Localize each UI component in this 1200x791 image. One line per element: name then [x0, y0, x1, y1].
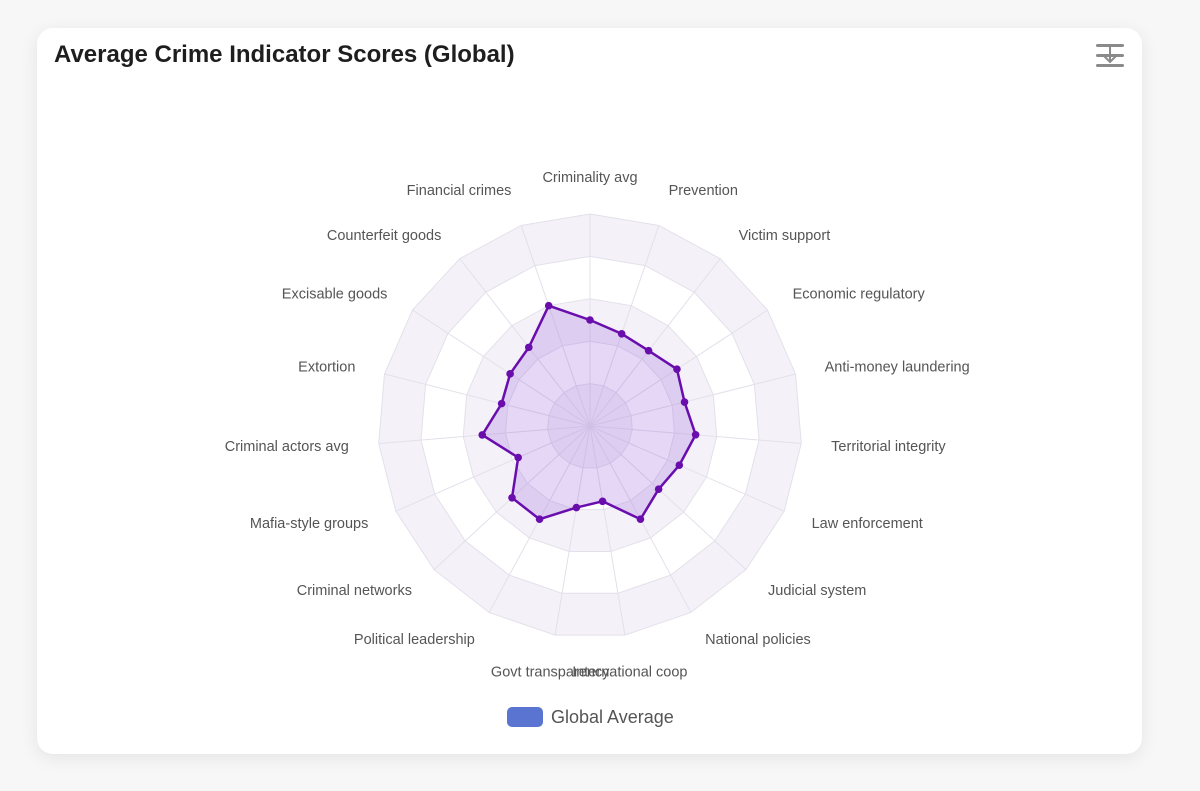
radar-chart: Criminality avg Prevention Victim support E… [225, 170, 970, 681]
grid-spoke [589, 258, 721, 427]
chart-title: Average Crime Indicator Scores (Global) [54, 41, 515, 68]
data-point-13 [508, 493, 516, 502]
data-point-6 [691, 430, 700, 439]
axis-label: Anti-money laundering [825, 360, 970, 376]
axis-label: Excisable goods [282, 287, 388, 303]
data-point-15 [478, 431, 487, 439]
series-area [480, 304, 697, 521]
grid-spoke [589, 425, 626, 636]
grid-spoke [589, 425, 785, 512]
grid-spoke [459, 258, 591, 427]
axis-label: Govt transparency [491, 665, 610, 681]
data-point-5 [680, 398, 689, 406]
download-menu-icon [1096, 44, 1124, 67]
grid-spoke [554, 425, 591, 636]
axis-label: National policies [705, 632, 811, 648]
axis-label: Economic regulatory [793, 287, 926, 303]
axis-label: Territorial integrity [831, 439, 946, 455]
data-point-2 [617, 329, 626, 338]
data-point-10 [598, 497, 607, 506]
data-point-19 [544, 301, 553, 310]
grid-spoke [589, 373, 796, 427]
axis-label: International coop [572, 665, 687, 681]
data-point-3 [644, 346, 653, 355]
chart-menu-button[interactable] [1094, 43, 1126, 71]
axis-label: Counterfeit goods [327, 228, 441, 244]
axis-label: Criminality avg [542, 170, 637, 186]
data-point-4 [673, 365, 681, 373]
axis-label: Political leadership [354, 632, 475, 648]
data-point-17 [506, 370, 514, 378]
data-point-18 [524, 343, 533, 352]
grid-spoke [589, 225, 660, 427]
axis-label: Prevention [669, 183, 738, 199]
grid-spoke [589, 425, 747, 570]
data-point-1 [586, 316, 594, 324]
axis-label: Criminal actors avg [225, 439, 349, 455]
legend-swatch [507, 707, 543, 727]
grid-spoke [412, 309, 591, 427]
axis-label: Victim support [739, 228, 831, 244]
axis-label: Judicial system [768, 583, 866, 599]
data-point-16 [497, 399, 506, 408]
axis-label: Mafia-style groups [250, 516, 368, 532]
grid-spoke [384, 373, 591, 427]
grid-spoke [395, 425, 591, 512]
data-point-12 [535, 515, 544, 524]
grid-spoke [520, 225, 591, 427]
data-point-9 [636, 515, 645, 524]
data-point-7 [675, 461, 684, 469]
axis-label: Financial crimes [407, 183, 512, 199]
axis-label: Law enforcement [812, 516, 923, 532]
axis-label: Criminal networks [297, 583, 412, 599]
chart-card: Average Crime Indicator Scores (Global) … [37, 28, 1142, 754]
axis-label: Extortion [298, 360, 355, 376]
legend-label: Global Average [551, 706, 674, 727]
data-point-8 [654, 485, 663, 493]
data-point-14 [514, 453, 522, 462]
data-point-11 [572, 503, 581, 512]
legend-item-global-average[interactable]: Global Average [507, 704, 674, 730]
